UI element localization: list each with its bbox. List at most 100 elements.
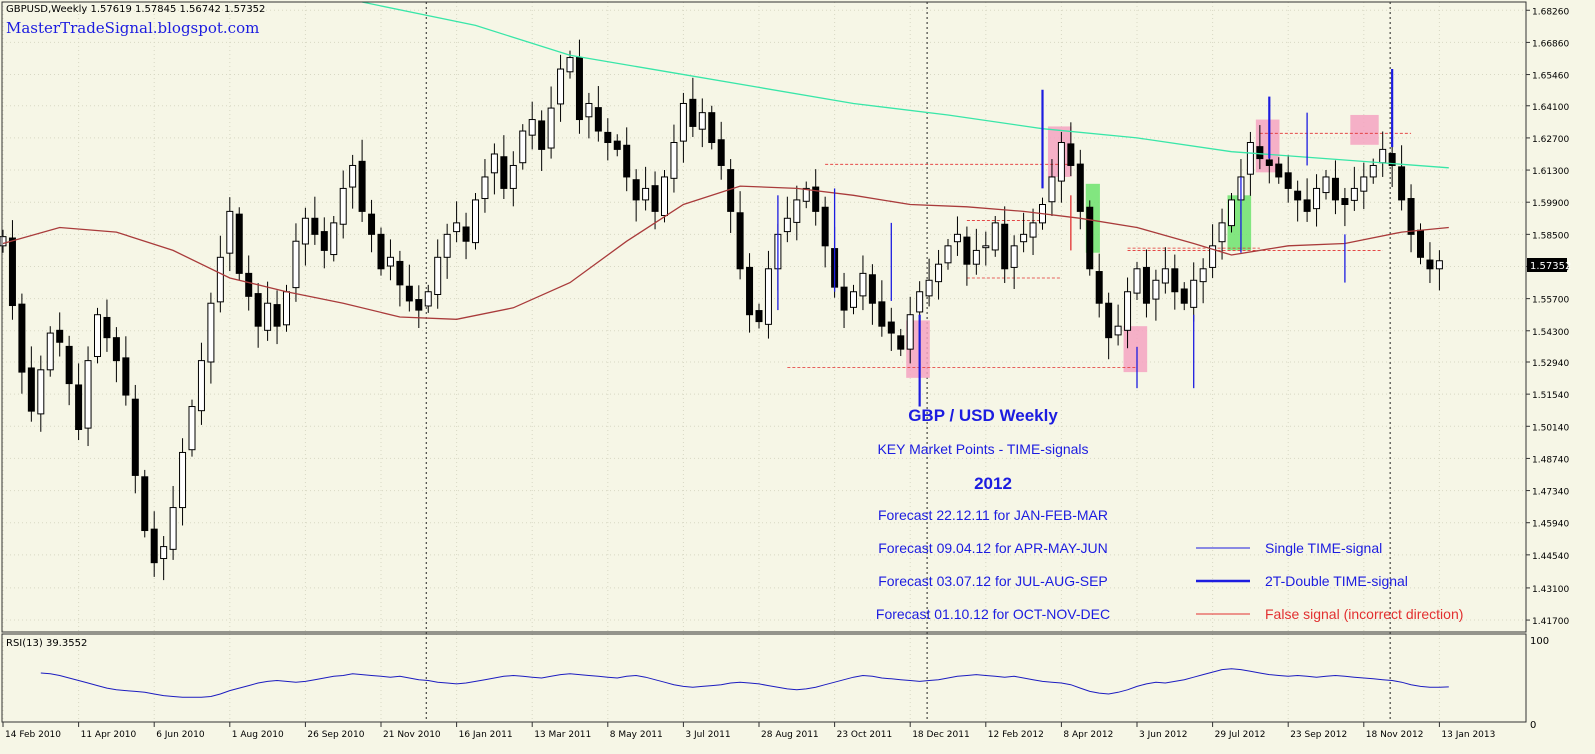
date-tick-label: 23 Sep 2012 xyxy=(1290,730,1347,740)
ma-long-line xyxy=(361,1,1449,169)
candle-bull xyxy=(1379,148,1387,164)
date-tick-label: 26 Sep 2010 xyxy=(307,730,364,740)
candle-bear xyxy=(112,337,120,362)
candle-bull xyxy=(566,57,574,73)
candle-bull xyxy=(0,236,7,247)
moving-averages xyxy=(2,1,1449,320)
candle-bear xyxy=(405,285,413,302)
candle-bear xyxy=(18,303,26,373)
candle-bull xyxy=(1133,268,1141,294)
candle-bull xyxy=(1209,245,1217,268)
forecast-q1: Forecast 22.12.11 for JAN-FEB-MAR xyxy=(878,507,1108,523)
price-tick-label: 1.52940 xyxy=(1532,359,1569,369)
candle-bull xyxy=(850,291,857,308)
candle-bull xyxy=(944,245,952,264)
candle-bear xyxy=(131,398,139,476)
candle-bull xyxy=(1360,176,1368,192)
price-tick-label: 1.62700 xyxy=(1532,135,1569,145)
candle-bull xyxy=(1124,291,1132,331)
watermark: MasterTradeSignal.blogspot.com xyxy=(6,19,259,37)
candle-bull xyxy=(330,222,338,256)
candle-bull xyxy=(283,291,290,326)
candle-bull xyxy=(453,222,461,233)
forecast-q2: Forecast 09.04.12 for APR-MAY-JUN xyxy=(878,540,1108,556)
candle-bear xyxy=(1426,259,1434,270)
candle-bull xyxy=(264,302,272,331)
candle-bear xyxy=(963,236,971,265)
date-tick-label: 18 Dec 2011 xyxy=(912,730,970,740)
candle-bear xyxy=(1265,159,1273,166)
candle-bull xyxy=(1190,279,1198,308)
candle-bull xyxy=(169,507,177,550)
rsi-level-0: 0 xyxy=(1530,720,1536,731)
price-tick-label: 1.44540 xyxy=(1532,552,1569,562)
date-tick-label: 11 Apr 2010 xyxy=(81,730,137,740)
candle-bear xyxy=(103,316,111,339)
candle-bear xyxy=(377,233,385,270)
candles xyxy=(0,39,1443,581)
candle-bear xyxy=(1407,198,1415,235)
candle-bear xyxy=(1105,302,1113,339)
price-tick-label: 1.55700 xyxy=(1532,296,1569,306)
candle-bull xyxy=(84,360,92,429)
date-tick-label: 13 Mar 2011 xyxy=(534,730,591,740)
candle-bear xyxy=(736,212,744,270)
candle-bull xyxy=(1199,268,1207,283)
price-tick-label: 1.59900 xyxy=(1532,199,1569,209)
candle-bull xyxy=(925,279,933,297)
candle-bull xyxy=(802,187,810,202)
candle-bear xyxy=(717,139,725,166)
candle-bull xyxy=(1313,187,1321,210)
candle-bear xyxy=(632,179,640,201)
candle-bear xyxy=(1067,143,1075,166)
forecast-q3: Forecast 03.07.12 for JUL-AUG-SEP xyxy=(878,573,1108,589)
signal-box xyxy=(1123,326,1148,373)
rsi-line xyxy=(40,668,1449,698)
candle-bull xyxy=(670,142,678,179)
candle-bear xyxy=(415,299,423,311)
candle-bull xyxy=(906,314,914,350)
candle-bear xyxy=(575,57,583,121)
candle-bear xyxy=(245,272,253,297)
candle-bull xyxy=(1020,233,1028,243)
candle-bull xyxy=(661,176,668,217)
candle-bear xyxy=(1086,206,1094,270)
candle-bull xyxy=(197,360,205,412)
date-tick-label: 12 Feb 2012 xyxy=(988,730,1044,740)
candle-bull xyxy=(519,130,527,164)
candle-bull xyxy=(424,291,432,307)
candle-bull xyxy=(1029,222,1037,238)
candle-bull xyxy=(94,314,101,357)
candle-bull xyxy=(1152,279,1160,300)
current-price-label: 1.57352 xyxy=(1530,261,1571,272)
candle-bear xyxy=(878,301,886,327)
candle-bear xyxy=(538,120,546,150)
legend-double-signal: 2T-Double TIME-signal xyxy=(1265,573,1408,589)
candle-bear xyxy=(1294,190,1302,201)
candle-bear xyxy=(594,107,602,132)
candle-bull xyxy=(1228,199,1235,227)
candle-bear xyxy=(368,213,376,235)
candle-bull xyxy=(1322,176,1330,194)
candle-bear xyxy=(840,286,848,311)
candle-bear xyxy=(1303,199,1311,212)
candle-bull xyxy=(1114,325,1122,336)
candle-bull xyxy=(585,102,593,118)
price-tick-label: 1.47340 xyxy=(1532,488,1569,498)
price-tick-label: 1.45940 xyxy=(1532,520,1569,530)
candle-bull xyxy=(953,233,961,243)
date-tick-label: 8 May 2011 xyxy=(610,730,663,740)
candle-bull xyxy=(557,68,565,105)
date-tick-label: 6 Jun 2010 xyxy=(156,730,205,740)
annotation-year: 2012 xyxy=(974,474,1012,493)
annotation-subtitle: KEY Market Points - TIME-signals xyxy=(877,441,1088,457)
candle-bull xyxy=(472,199,479,244)
time-signals xyxy=(777,69,1394,407)
candle-bear xyxy=(396,260,404,286)
candle-bull xyxy=(1369,164,1377,178)
candle-bear xyxy=(1076,163,1084,212)
candle-bear xyxy=(746,266,754,316)
rsi-pane xyxy=(40,668,1449,698)
candle-bear xyxy=(235,213,243,274)
